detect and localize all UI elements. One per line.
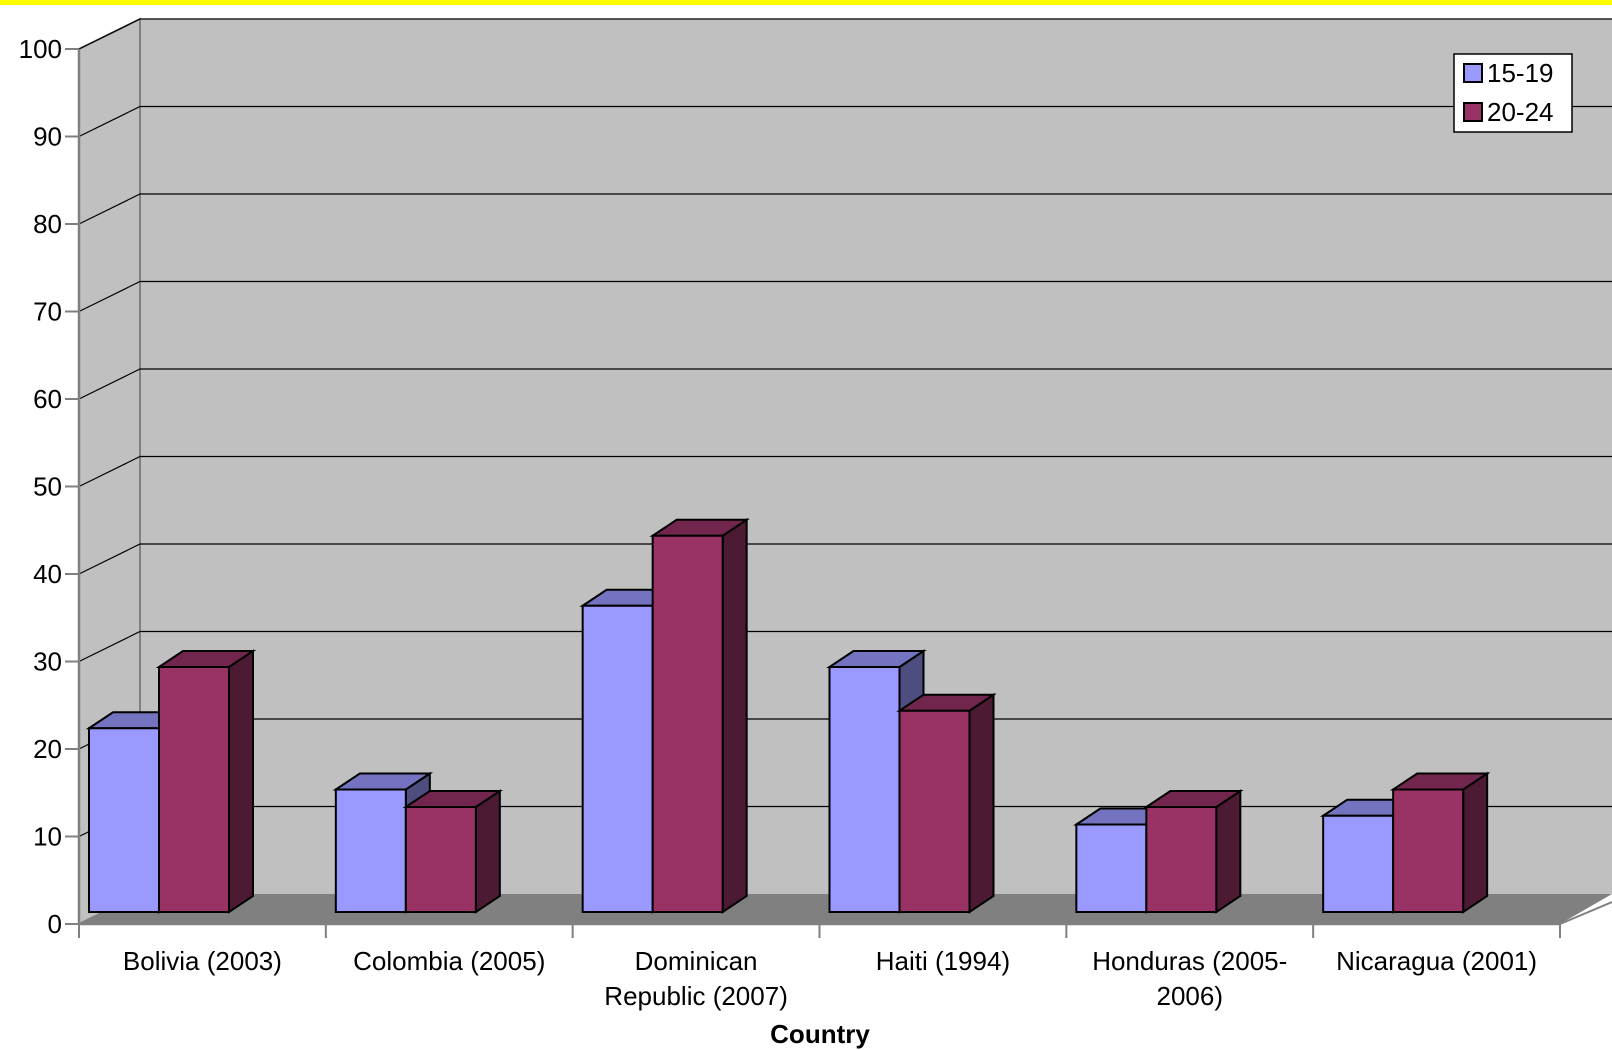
y-tick-label: 50 (33, 472, 62, 502)
y-tick-label: 20 (33, 734, 62, 764)
bar (896, 692, 997, 914)
x-category-label: Dominican Republic (2007) (604, 946, 788, 1011)
y-tick-label: 60 (33, 384, 62, 414)
y-tick-labels: 0 10 20 30 40 50 60 70 80 90 100 (19, 34, 79, 939)
legend: 15-19 20-24 (1453, 53, 1573, 133)
gridline (78, 543, 1612, 575)
bar-front (828, 666, 901, 913)
gridlines (78, 18, 1612, 838)
legend-label: 15-19 (1487, 58, 1554, 88)
gridline (78, 193, 1612, 225)
y-tick-label: 0 (48, 909, 62, 939)
bar-front (404, 806, 477, 913)
x-category-label: Haiti (1994) (876, 946, 1010, 976)
bar-front (1322, 814, 1395, 913)
bar-front (334, 788, 407, 913)
x-category-label: Nicaragua (2001) (1336, 946, 1537, 976)
y-tick-label: 90 (33, 122, 62, 152)
bar (402, 789, 504, 914)
bar (1389, 771, 1491, 914)
x-category-label: Bolivia (2003) (123, 946, 282, 976)
bar-side (1462, 771, 1489, 914)
legend-swatch (1463, 63, 1483, 83)
bar-side (968, 692, 995, 914)
bar (155, 649, 257, 914)
bar (649, 517, 750, 914)
y-tick-label: 40 (33, 559, 62, 589)
bar-side (474, 789, 501, 914)
bar-front (651, 534, 724, 913)
y-tick-label: 30 (33, 647, 62, 677)
bar-front (898, 709, 971, 913)
x-category-labels: Bolivia (2003) Colombia (2005) Dominican Re… (78, 924, 1561, 1011)
bars (85, 517, 1491, 914)
top-border (0, 0, 1612, 5)
legend-label: 20-24 (1487, 97, 1554, 127)
bar-side (1215, 789, 1242, 914)
floor-right-edge (1559, 901, 1612, 925)
bar-front (1075, 823, 1148, 913)
gridline (78, 18, 1612, 50)
y-tick-label: 70 (33, 297, 62, 327)
bar-side (228, 649, 254, 914)
bar-side (721, 517, 748, 914)
y-tick-label: 10 (33, 822, 62, 852)
bar (1143, 789, 1244, 914)
y-tick-label: 80 (33, 209, 62, 239)
bar-front (581, 604, 654, 913)
x-category-label: Colombia (2005) (353, 946, 545, 976)
gridline (78, 280, 1612, 313)
gridline (78, 455, 1612, 488)
bar-front (1145, 806, 1218, 913)
gridline (78, 368, 1612, 400)
gridline (78, 105, 1612, 138)
bar-front (1392, 788, 1465, 913)
legend-swatch (1463, 102, 1483, 122)
y-tick-label: 100 (19, 34, 62, 64)
bar-front (158, 666, 230, 913)
x-category-label: Honduras (2005-2006) (1092, 946, 1287, 1011)
bar-front (88, 727, 160, 913)
x-axis-title: Country (770, 1019, 870, 1049)
gridline (78, 630, 1612, 663)
